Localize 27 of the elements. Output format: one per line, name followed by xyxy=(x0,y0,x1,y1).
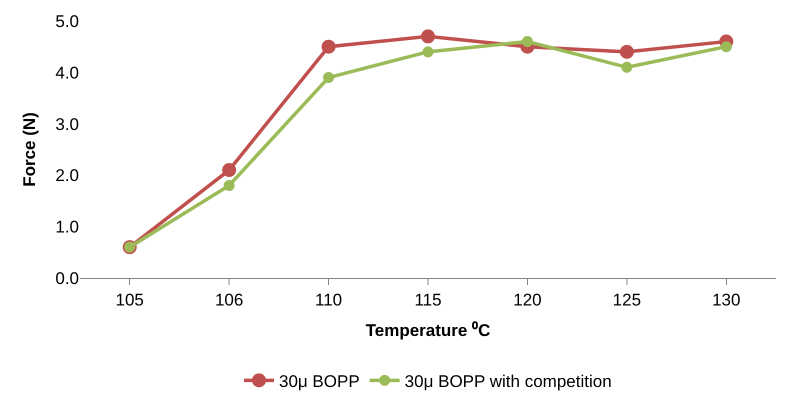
point xyxy=(422,46,434,58)
y-tick-label: 5.0 xyxy=(55,12,79,31)
x-tick-label: 105 xyxy=(116,290,144,310)
x-tick-label: 120 xyxy=(513,290,542,310)
point xyxy=(224,180,235,191)
point xyxy=(222,163,236,178)
point xyxy=(322,40,336,54)
x-tick-label: 115 xyxy=(414,290,442,310)
x-tick-label: 110 xyxy=(315,290,342,310)
point xyxy=(323,72,334,84)
point xyxy=(421,29,435,44)
point xyxy=(522,36,533,48)
legend-label: 30μ BOPP with competition xyxy=(404,372,612,391)
y-tick-label: 1.0 xyxy=(55,218,79,237)
y-tick-label: 0.0 xyxy=(55,268,79,288)
y-tick-label: 2.0 xyxy=(55,166,79,186)
point xyxy=(620,44,634,59)
y-tick-label: 3.0 xyxy=(55,114,79,134)
y-axis-title: Force (N) xyxy=(20,112,39,187)
x-tick-label: 130 xyxy=(712,290,740,310)
point xyxy=(621,62,632,73)
legend-label: 30μ BOPP xyxy=(279,372,360,391)
x-tick-label: 125 xyxy=(612,290,642,310)
x-tick-label: 106 xyxy=(214,290,244,310)
point xyxy=(720,41,732,52)
x-axis-title: Temperature ⁰C xyxy=(366,320,490,340)
y-tick-label: 4.0 xyxy=(55,63,79,82)
